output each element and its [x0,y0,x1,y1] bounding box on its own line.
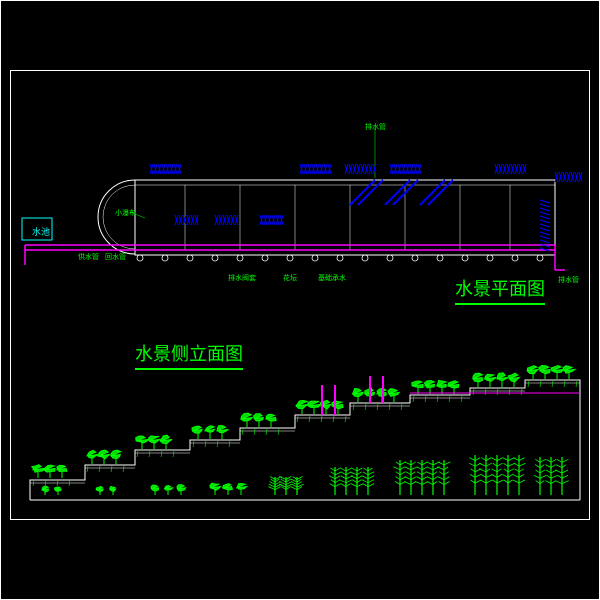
pool-box-label: 水池 [32,225,50,238]
top-drain-label: 排水管 [365,122,386,132]
foundation-label: 基础承水 [318,273,346,283]
planter-label: 花坛 [283,273,297,283]
elevation-title: 水景侧立面图 [135,340,243,370]
return-pipe-label: 回水管 [105,252,126,262]
drain-valve-label: 排水阀套 [228,273,256,283]
waterfall-label: 小瀑布 [115,208,136,218]
right-drain-label: 排水管 [558,275,579,285]
plan-title: 水景平面图 [455,275,545,305]
supply-pipe-label: 供水管 [78,252,99,262]
